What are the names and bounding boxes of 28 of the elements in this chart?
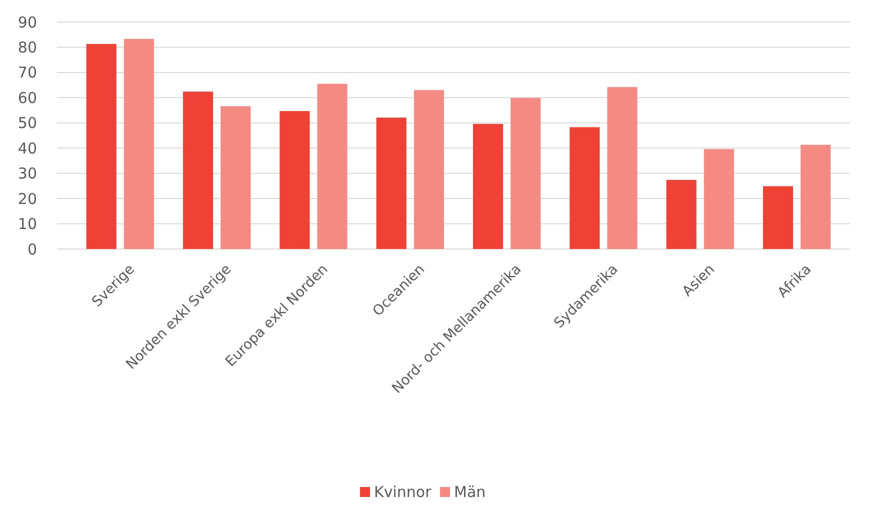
y-tick-label: 0 <box>27 240 37 258</box>
y-tick-label: 70 <box>18 64 37 82</box>
bar <box>183 92 214 249</box>
bar <box>800 144 831 249</box>
bar <box>220 106 251 249</box>
bar <box>510 98 541 249</box>
bar <box>124 38 154 249</box>
legend-label: Kvinnor <box>374 483 432 501</box>
bar <box>414 90 444 249</box>
bar <box>86 44 116 249</box>
bar <box>317 84 348 249</box>
bar <box>704 149 734 249</box>
y-tick-label: 90 <box>18 13 37 32</box>
bar <box>376 118 406 249</box>
bar <box>280 111 310 249</box>
bar <box>666 180 696 249</box>
bar <box>763 186 794 249</box>
bar <box>473 124 504 249</box>
y-tick-label: 60 <box>18 88 37 107</box>
y-tick-label: 30 <box>18 164 37 183</box>
bar <box>607 87 638 249</box>
y-tick-label: 50 <box>18 114 37 132</box>
bar <box>570 127 600 249</box>
legend-label: Män <box>454 483 486 501</box>
y-tick-label: 40 <box>18 139 37 158</box>
y-tick-label: 80 <box>18 38 37 56</box>
y-tick-label: 10 <box>18 215 37 234</box>
y-tick-label: 20 <box>18 190 37 208</box>
